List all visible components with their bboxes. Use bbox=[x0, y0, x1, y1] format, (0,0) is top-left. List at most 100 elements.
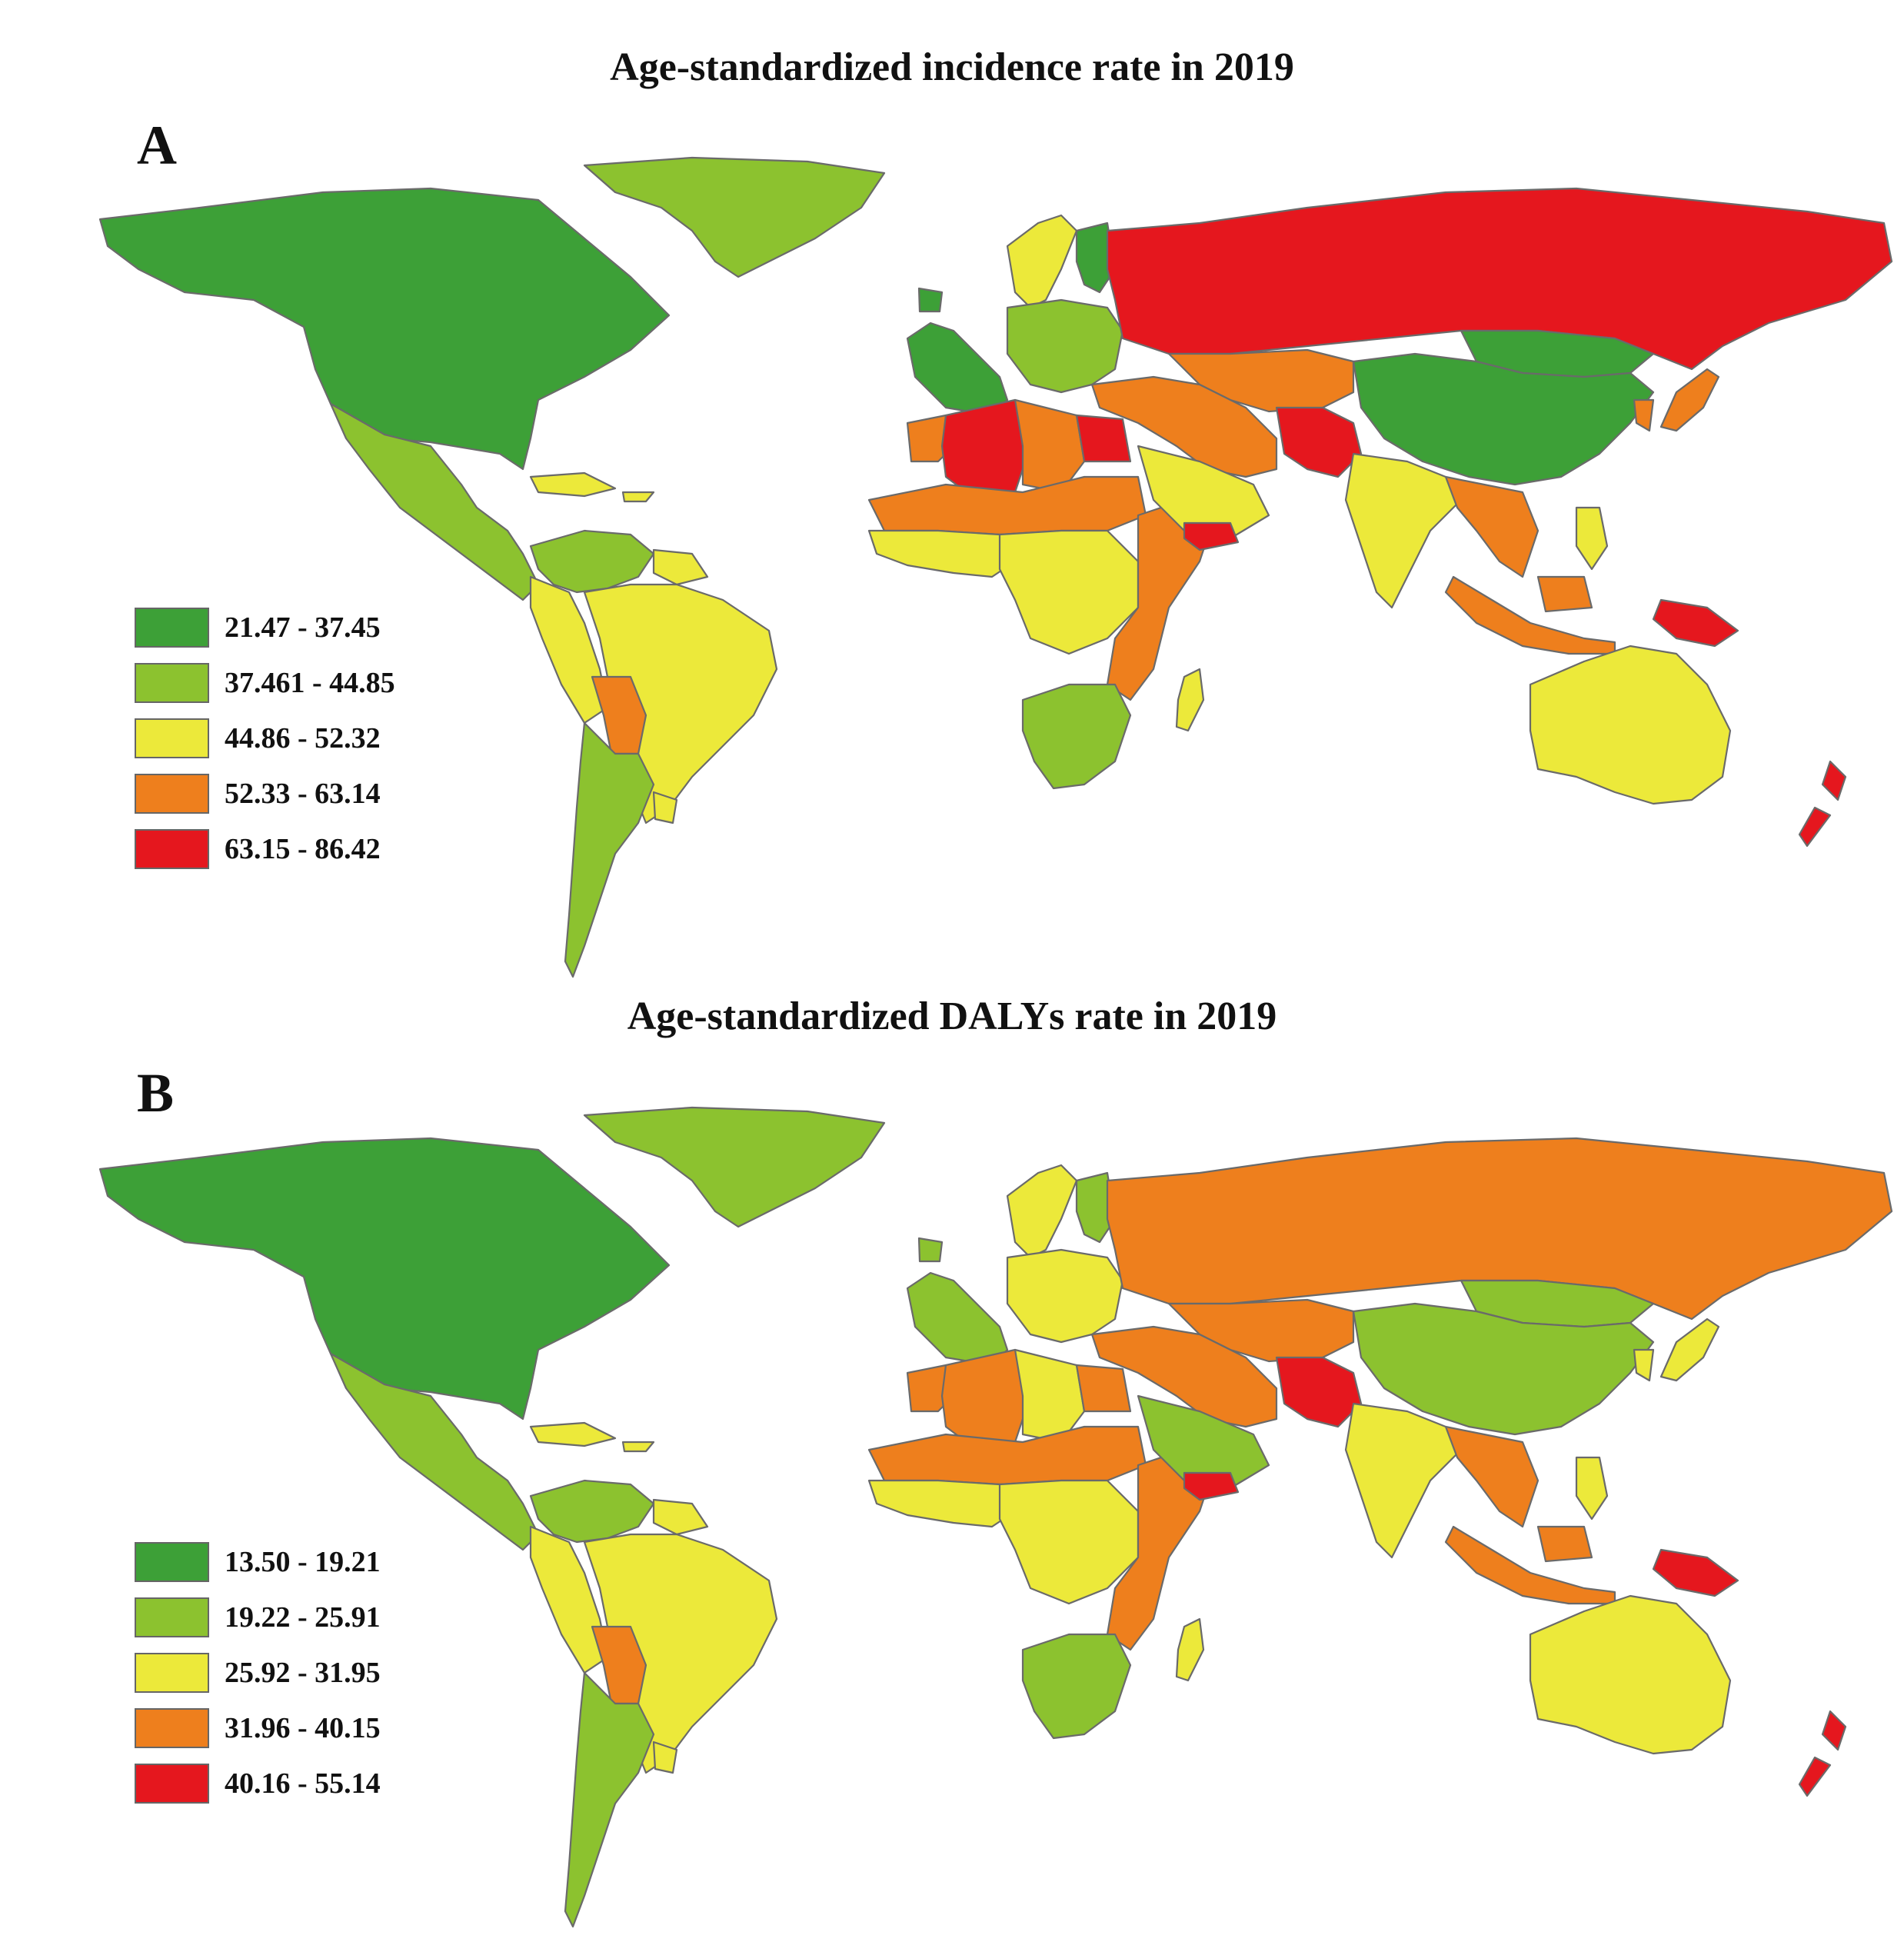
legend-label: 13.50 - 19.21 bbox=[225, 1546, 381, 1578]
region-west-africa bbox=[867, 1479, 1017, 1528]
region-southern-cone bbox=[564, 721, 655, 978]
legend-item: 19.22 - 25.91 bbox=[135, 1590, 381, 1645]
legend-label: 52.33 - 63.14 bbox=[225, 778, 381, 810]
panel-a-legend: 21.47 - 37.45 37.461 - 44.85 44.86 - 52.… bbox=[135, 600, 395, 877]
region-madagascar bbox=[1175, 1617, 1205, 1682]
legend-item: 52.33 - 63.14 bbox=[135, 766, 395, 821]
region-arabia bbox=[1137, 445, 1270, 540]
panel-a-world-map bbox=[98, 156, 1893, 978]
region-caribbean bbox=[529, 1421, 655, 1453]
region-eastern-europe bbox=[1006, 1248, 1124, 1344]
region-peru-ecuador bbox=[529, 575, 609, 725]
region-china bbox=[1352, 1302, 1655, 1436]
panel-b-legend: 13.50 - 19.21 19.22 - 25.91 25.92 - 31.9… bbox=[135, 1534, 381, 1811]
region-new-zealand bbox=[1798, 760, 1847, 848]
region-australia bbox=[1529, 1594, 1732, 1755]
legend-swatch bbox=[135, 608, 209, 648]
region-indonesia bbox=[1444, 575, 1616, 655]
region-caribbean bbox=[529, 471, 655, 503]
region-india bbox=[1344, 452, 1463, 609]
legend-item: 31.96 - 40.15 bbox=[135, 1700, 381, 1756]
legend-item: 40.16 - 55.14 bbox=[135, 1756, 381, 1811]
legend-label: 37.461 - 44.85 bbox=[225, 667, 395, 699]
legend-item: 25.92 - 31.95 bbox=[135, 1645, 381, 1700]
region-north-america bbox=[98, 1137, 671, 1421]
region-turkey-iran bbox=[1090, 375, 1278, 478]
legend-swatch bbox=[135, 1708, 209, 1748]
region-yemen bbox=[1183, 521, 1240, 551]
legend-swatch bbox=[135, 1597, 209, 1637]
region-afghanistan bbox=[1275, 406, 1363, 478]
legend-item: 13.50 - 19.21 bbox=[135, 1534, 381, 1590]
legend-swatch bbox=[135, 1764, 209, 1804]
legend-label: 31.96 - 40.15 bbox=[225, 1712, 381, 1744]
region-southern-africa bbox=[1021, 1633, 1132, 1740]
region-yemen bbox=[1183, 1471, 1240, 1501]
region-japan bbox=[1659, 1317, 1720, 1382]
legend-swatch bbox=[135, 774, 209, 814]
region-western-europe bbox=[906, 1237, 1009, 1367]
region-north-america bbox=[98, 187, 671, 471]
region-china bbox=[1352, 352, 1655, 486]
region-scandinavia bbox=[1006, 214, 1078, 309]
legend-item: 44.86 - 52.32 bbox=[135, 711, 395, 766]
panel-a-letter: A bbox=[137, 115, 177, 176]
panel-b-letter: B bbox=[137, 1062, 175, 1124]
legend-item: 21.47 - 37.45 bbox=[135, 600, 395, 655]
region-greenland bbox=[583, 1106, 886, 1228]
region-southeast-asia bbox=[1444, 1425, 1540, 1528]
region-australia bbox=[1529, 645, 1732, 805]
panel-b-title: Age-standardized DALYs rate in 2019 bbox=[627, 994, 1277, 1038]
legend-label: 40.16 - 55.14 bbox=[225, 1767, 381, 1800]
region-venezuela-colombia bbox=[529, 529, 655, 594]
region-central-africa bbox=[998, 1479, 1140, 1605]
legend-swatch bbox=[135, 663, 209, 703]
region-afghanistan bbox=[1275, 1356, 1363, 1428]
region-philippines bbox=[1575, 506, 1609, 571]
region-southeast-asia bbox=[1444, 475, 1540, 578]
region-korea bbox=[1633, 398, 1655, 432]
region-venezuela-colombia bbox=[529, 1479, 655, 1544]
region-guianas bbox=[652, 548, 709, 586]
legend-swatch bbox=[135, 829, 209, 869]
region-egypt bbox=[1075, 1364, 1132, 1413]
region-new-zealand bbox=[1798, 1710, 1847, 1797]
region-papua bbox=[1652, 598, 1739, 648]
region-india bbox=[1344, 1402, 1463, 1559]
legend-item: 37.461 - 44.85 bbox=[135, 655, 395, 711]
region-arabia bbox=[1137, 1394, 1270, 1490]
legend-swatch bbox=[135, 718, 209, 758]
legend-swatch bbox=[135, 1653, 209, 1693]
legend-label: 44.86 - 52.32 bbox=[225, 722, 381, 754]
region-central-africa bbox=[998, 529, 1140, 655]
legend-item: 63.15 - 86.42 bbox=[135, 821, 395, 877]
region-peru-ecuador bbox=[529, 1525, 609, 1674]
region-libya bbox=[1014, 398, 1086, 494]
legend-label: 19.22 - 25.91 bbox=[225, 1601, 381, 1634]
region-egypt bbox=[1075, 414, 1132, 463]
region-libya bbox=[1014, 1348, 1086, 1444]
legend-swatch bbox=[135, 1542, 209, 1582]
region-southern-cone bbox=[564, 1671, 655, 1928]
region-korea bbox=[1633, 1348, 1655, 1382]
region-turkey-iran bbox=[1090, 1325, 1278, 1428]
legend-label: 25.92 - 31.95 bbox=[225, 1657, 381, 1689]
region-eastern-europe bbox=[1006, 298, 1124, 394]
region-southern-africa bbox=[1021, 683, 1132, 790]
region-papua bbox=[1652, 1548, 1739, 1597]
region-western-europe bbox=[906, 287, 1009, 417]
panel-a-title: Age-standardized incidence rate in 2019 bbox=[610, 45, 1294, 89]
region-uruguay bbox=[652, 791, 678, 824]
region-finland bbox=[1075, 222, 1117, 294]
legend-label: 21.47 - 37.45 bbox=[225, 611, 381, 644]
region-indonesia bbox=[1444, 1525, 1616, 1605]
region-guianas bbox=[652, 1498, 709, 1536]
region-scandinavia bbox=[1006, 1164, 1078, 1259]
region-philippines bbox=[1575, 1456, 1609, 1521]
region-madagascar bbox=[1175, 668, 1205, 732]
region-japan bbox=[1659, 368, 1720, 432]
region-finland bbox=[1075, 1171, 1117, 1244]
region-uruguay bbox=[652, 1740, 678, 1774]
region-greenland bbox=[583, 156, 886, 278]
legend-label: 63.15 - 86.42 bbox=[225, 833, 381, 865]
